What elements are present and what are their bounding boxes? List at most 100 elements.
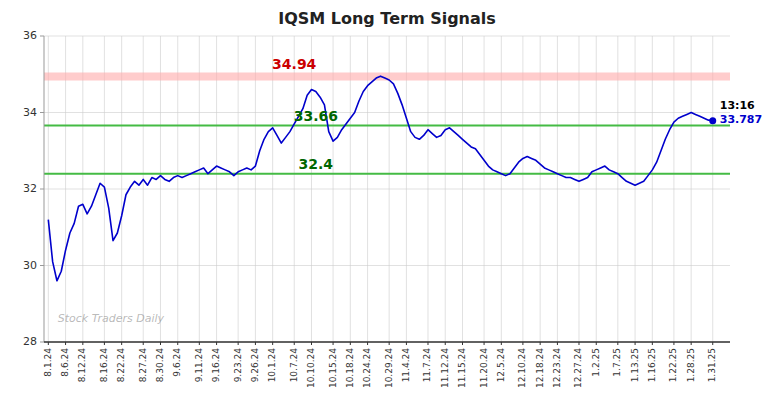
grid-line-x bbox=[406, 36, 407, 342]
grid-line-x bbox=[557, 36, 558, 342]
reference-label: 33.66 bbox=[294, 108, 338, 124]
x-tick bbox=[427, 342, 428, 345]
grid-line-x bbox=[501, 36, 502, 342]
x-tick-label: 8.22.24 bbox=[116, 348, 126, 383]
x-tick bbox=[673, 342, 674, 345]
x-axis bbox=[44, 341, 730, 343]
x-tick bbox=[216, 342, 217, 345]
chart: IQSM Long Term Signals28303234368.1.248.… bbox=[0, 0, 784, 398]
grid-line-x bbox=[596, 36, 597, 342]
x-tick-label: 12.5.24 bbox=[496, 348, 506, 383]
grid-line-x bbox=[617, 36, 618, 342]
x-tick bbox=[121, 342, 122, 345]
x-tick-label: 1.2.25 bbox=[591, 348, 601, 377]
grid-line-x bbox=[48, 36, 49, 342]
x-tick bbox=[406, 342, 407, 345]
grid-line-x bbox=[540, 36, 541, 342]
grid-line-x bbox=[199, 36, 200, 342]
grid-line-x bbox=[522, 36, 523, 342]
x-tick bbox=[389, 342, 390, 345]
grid-line-x bbox=[578, 36, 579, 342]
x-tick bbox=[160, 342, 161, 345]
grid-line-x bbox=[484, 36, 485, 342]
y-tick bbox=[40, 265, 44, 266]
x-tick bbox=[596, 342, 597, 345]
x-tick-label: 8.6.24 bbox=[60, 348, 70, 377]
grid-line-x bbox=[272, 36, 273, 342]
grid-line-x bbox=[160, 36, 161, 342]
x-tick-label: 8.30.24 bbox=[155, 348, 165, 383]
x-tick bbox=[462, 342, 463, 345]
x-tick-label: 11.7.24 bbox=[422, 348, 432, 383]
grid-line-x bbox=[177, 36, 178, 342]
grid-line-x bbox=[238, 36, 239, 342]
last-time-label: 13:16 bbox=[720, 99, 755, 112]
y-tick-label: 36 bbox=[23, 29, 37, 42]
x-tick bbox=[333, 342, 334, 345]
x-tick-label: 8.1.24 bbox=[43, 348, 53, 377]
x-tick-label: 8.12.24 bbox=[77, 348, 87, 383]
x-tick bbox=[199, 342, 200, 345]
grid-line-x bbox=[712, 36, 713, 342]
x-tick-label: 1.28.25 bbox=[686, 348, 696, 382]
grid-line-x bbox=[367, 36, 368, 342]
x-tick-label: 10.7.24 bbox=[289, 348, 299, 383]
x-tick bbox=[501, 342, 502, 345]
last-point bbox=[709, 117, 716, 124]
grid-line-x bbox=[691, 36, 692, 342]
x-tick-label: 9.16.24 bbox=[211, 348, 221, 383]
x-tick bbox=[311, 342, 312, 345]
x-tick bbox=[540, 342, 541, 345]
x-tick-label: 10.10.24 bbox=[306, 348, 316, 388]
x-tick bbox=[522, 342, 523, 345]
x-tick-label: 1.7.25 bbox=[612, 348, 622, 377]
x-tick bbox=[484, 342, 485, 345]
x-tick-label: 12.10.24 bbox=[517, 348, 527, 388]
x-tick bbox=[578, 342, 579, 345]
x-tick-label: 1.31.25 bbox=[707, 348, 717, 382]
x-tick bbox=[635, 342, 636, 345]
x-tick bbox=[143, 342, 144, 345]
grid-line-x bbox=[635, 36, 636, 342]
x-tick-label: 9.11.24 bbox=[194, 348, 204, 383]
x-tick-label: 10.18.24 bbox=[345, 348, 355, 388]
reference-line bbox=[44, 173, 730, 175]
x-tick bbox=[445, 342, 446, 345]
grid-line-y bbox=[44, 189, 730, 190]
x-tick-label: 9.23.24 bbox=[233, 348, 243, 383]
y-tick-label: 34 bbox=[23, 106, 37, 119]
last-value-label: 33.787 bbox=[720, 113, 762, 126]
grid-line-x bbox=[143, 36, 144, 342]
x-tick bbox=[691, 342, 692, 345]
x-tick-label: 12.27.24 bbox=[573, 348, 583, 388]
x-tick bbox=[48, 342, 49, 345]
x-tick-label: 11.12.24 bbox=[440, 348, 450, 388]
x-tick bbox=[272, 342, 273, 345]
x-tick bbox=[367, 342, 368, 345]
x-tick-label: 10.1.24 bbox=[267, 348, 277, 383]
x-tick bbox=[294, 342, 295, 345]
grid-line-y bbox=[44, 112, 730, 113]
x-tick bbox=[104, 342, 105, 345]
y-tick-label: 32 bbox=[23, 182, 37, 195]
x-tick-label: 8.16.24 bbox=[99, 348, 109, 383]
grid-line-x bbox=[294, 36, 295, 342]
grid-line-x bbox=[445, 36, 446, 342]
grid-line-x bbox=[121, 36, 122, 342]
y-tick bbox=[40, 36, 44, 37]
x-tick bbox=[65, 342, 66, 345]
grid-line-y bbox=[44, 265, 730, 266]
grid-line-y bbox=[44, 342, 730, 343]
x-tick bbox=[255, 342, 256, 345]
x-tick-label: 10.24.24 bbox=[362, 348, 372, 388]
grid-line-x bbox=[389, 36, 390, 342]
x-tick-label: 9.6.24 bbox=[172, 348, 182, 377]
x-tick bbox=[617, 342, 618, 345]
y-tick bbox=[40, 112, 44, 113]
x-tick bbox=[177, 342, 178, 345]
x-tick-label: 1.16.25 bbox=[647, 348, 657, 382]
x-tick-label: 10.15.24 bbox=[328, 348, 338, 388]
grid-line-x bbox=[673, 36, 674, 342]
grid-line-x bbox=[255, 36, 256, 342]
x-tick-label: 9.26.24 bbox=[250, 348, 260, 383]
